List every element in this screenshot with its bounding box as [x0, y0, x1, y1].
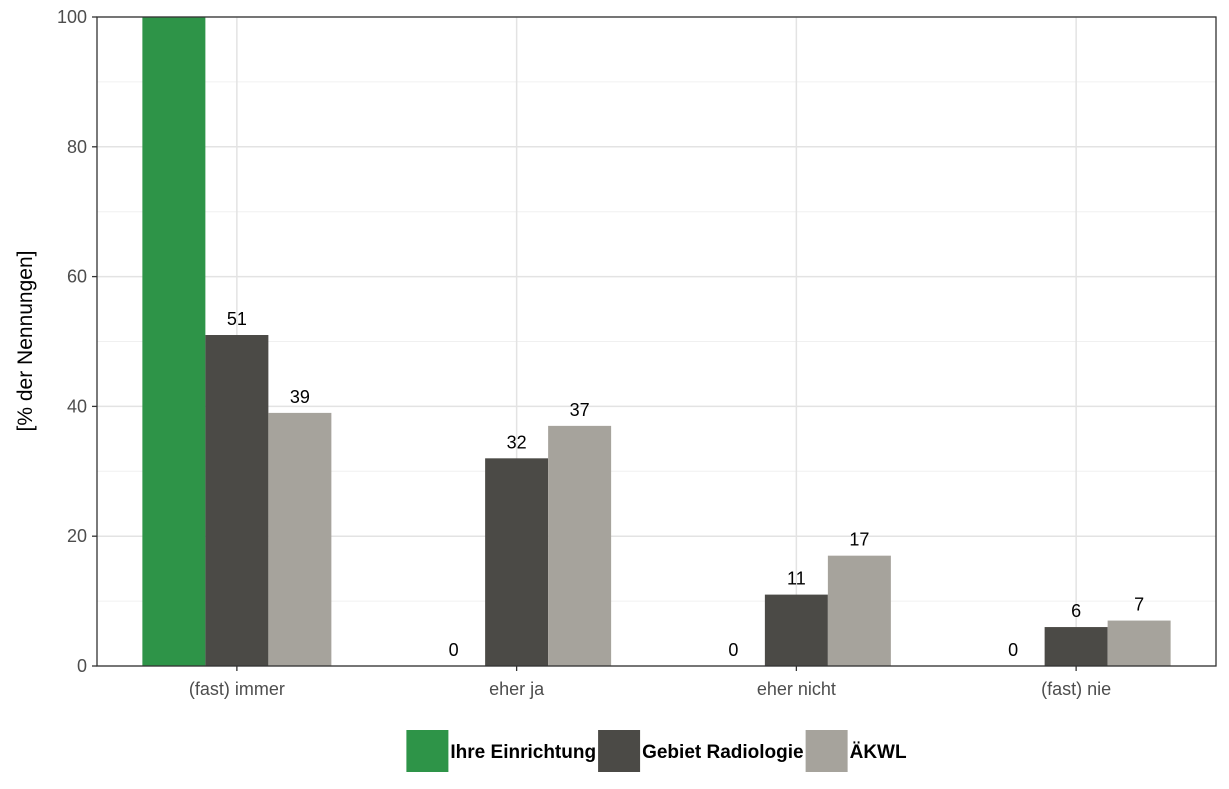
data-label: 32	[507, 432, 527, 452]
data-label: 39	[290, 387, 310, 407]
data-label: 51	[227, 309, 247, 329]
legend: Ihre Einrichtung Gebiet Radiologie ÄKWL	[406, 730, 907, 772]
legend-swatch	[598, 730, 641, 772]
legend-label: Gebiet Radiologie	[642, 742, 804, 763]
data-label: 37	[570, 400, 590, 420]
y-tick-label: 40	[67, 396, 87, 416]
data-label: 7	[1134, 595, 1144, 615]
x-tick-label: (fast) nie	[1041, 679, 1111, 699]
bar	[1107, 620, 1171, 666]
data-label: 0	[1008, 640, 1018, 660]
bar	[142, 17, 206, 666]
y-tick-label: 100	[57, 7, 87, 27]
y-axis-title: [% der Nennungen]	[14, 251, 37, 432]
data-label: 17	[849, 530, 869, 550]
legend-label: Ihre Einrichtung	[450, 742, 596, 763]
bar	[1044, 627, 1108, 666]
bar	[764, 594, 828, 666]
data-label: 0	[449, 640, 459, 660]
x-tick-label: eher ja	[489, 679, 545, 699]
legend-item: Gebiet Radiologie	[598, 730, 804, 772]
y-tick-label: 60	[67, 267, 87, 287]
legend-swatch	[805, 730, 848, 772]
bar	[485, 458, 549, 666]
legend-item: ÄKWL	[805, 730, 907, 772]
y-tick-label: 20	[67, 526, 87, 546]
bar	[268, 412, 332, 666]
legend-item: Ihre Einrichtung	[406, 730, 596, 772]
x-tick-label: (fast) immer	[189, 679, 285, 699]
legend-label: ÄKWL	[850, 742, 907, 763]
bar	[205, 335, 269, 666]
legend-swatch	[406, 730, 449, 772]
bar	[827, 555, 891, 666]
data-label: 6	[1071, 601, 1081, 621]
x-tick-label: eher nicht	[757, 679, 836, 699]
y-tick-label: 80	[67, 137, 87, 157]
data-label: 11	[787, 569, 806, 589]
panel-border	[96, 16, 1217, 667]
data-label: 0	[728, 640, 738, 660]
y-tick-label: 0	[77, 656, 87, 676]
data-labels: 51 39 0 32 37 0 11 17 0 6 7	[227, 309, 1144, 660]
bars	[142, 17, 1171, 666]
bar	[548, 425, 612, 666]
